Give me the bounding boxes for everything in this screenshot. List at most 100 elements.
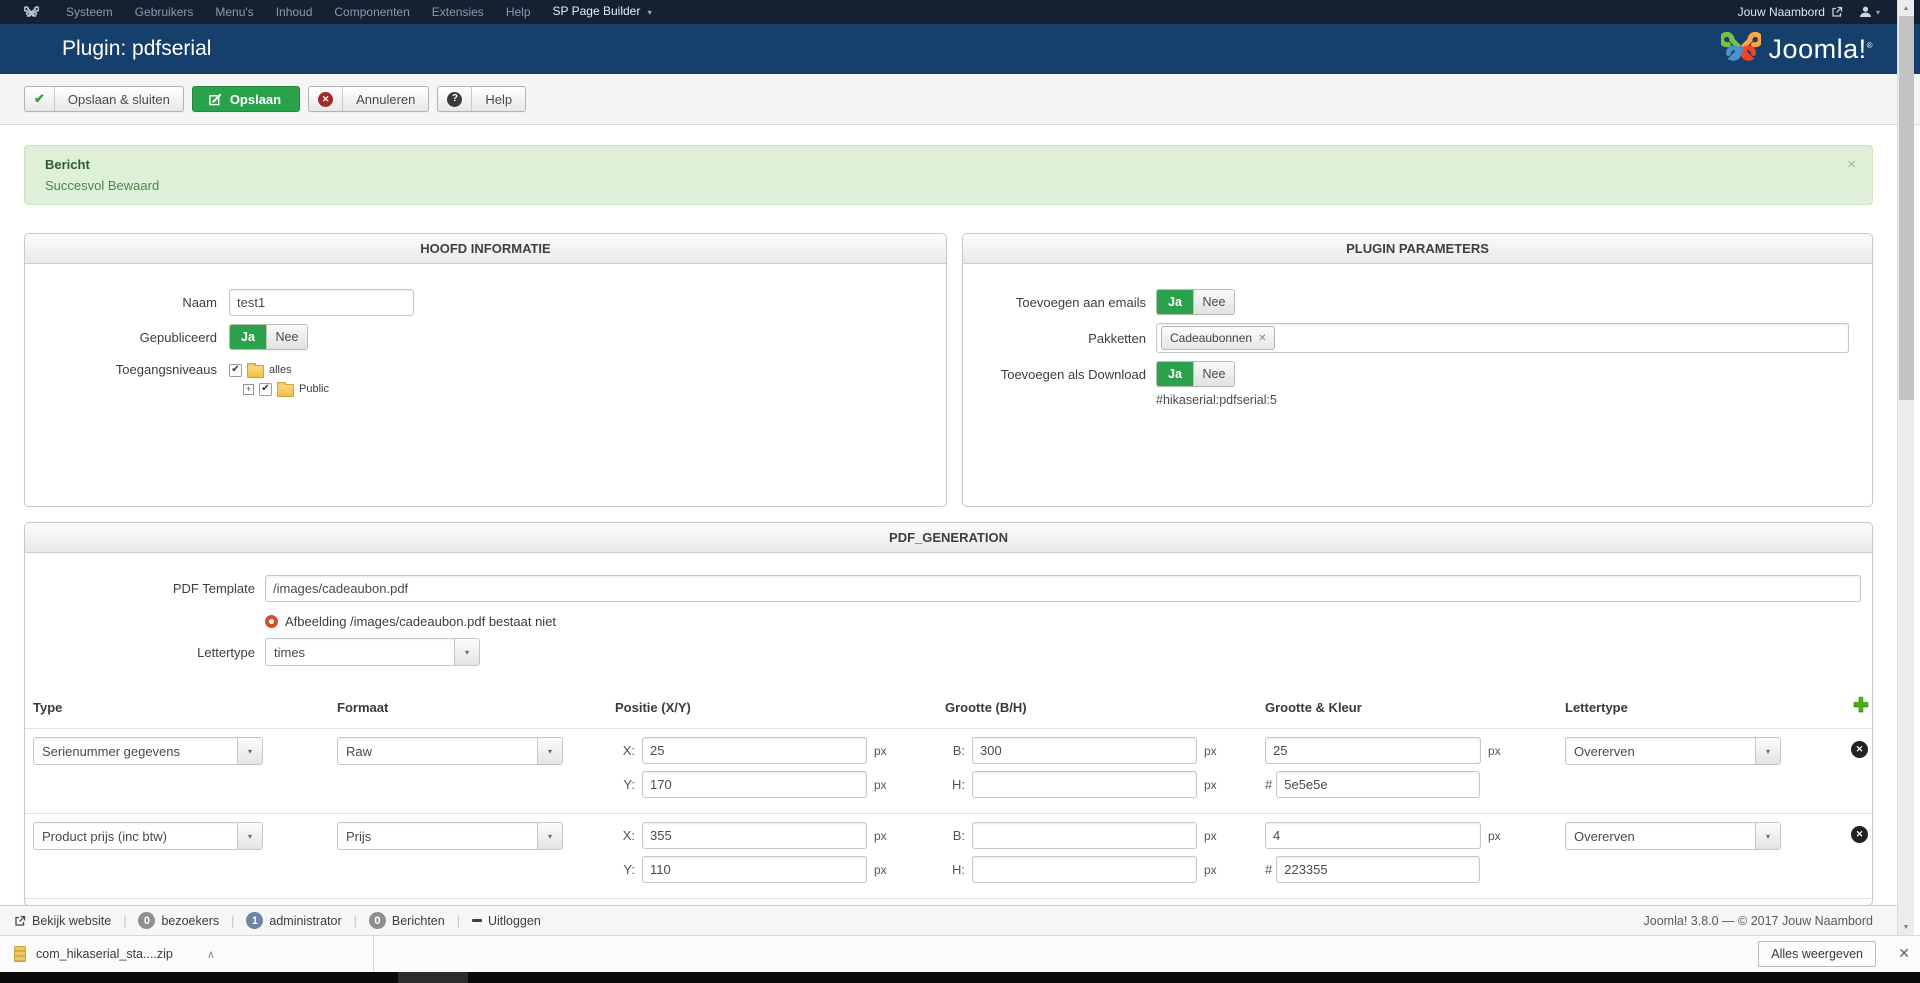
table-row: Serienummer gegevens Raw X: px Y: px (25, 729, 1872, 814)
menu-item-gebruikers[interactable]: Gebruikers (124, 0, 205, 24)
delete-row-icon[interactable]: ✕ (1851, 826, 1868, 843)
pdf-generation-title: PDF_GENERATION (25, 523, 1872, 553)
view-website-link[interactable]: Bekijk website (14, 914, 111, 928)
serial-reference: #hikaserial:pdfserial:5 (1156, 393, 1872, 407)
row1-font-select[interactable]: Overerven (1565, 737, 1781, 765)
show-all-downloads-button[interactable]: Alles weergeven (1758, 941, 1876, 967)
message-body: Succesvol Bewaard (45, 178, 1852, 193)
messages-badge: 0 (369, 912, 386, 929)
row1-width-input[interactable] (972, 737, 1197, 764)
download-shelf: com_hikaserial_sta....zip ∧ Alles weerge… (0, 935, 1920, 972)
remove-tag-icon[interactable]: ✕ (1258, 333, 1266, 344)
close-shelf-icon[interactable]: ✕ (1898, 945, 1910, 962)
menu-item-extensies[interactable]: Extensies (421, 0, 495, 24)
scroll-down-arrow[interactable] (1898, 919, 1914, 935)
folder-icon (247, 365, 264, 378)
menu-item-inhoud[interactable]: Inhoud (265, 0, 324, 24)
name-label: Naam (25, 295, 217, 310)
menu-item-systeem[interactable]: Systeem (55, 0, 124, 24)
row2-font-select[interactable]: Overerven (1565, 822, 1781, 850)
menu-item-help[interactable]: Help (495, 0, 542, 24)
user-icon (1859, 6, 1872, 18)
packages-label: Pakketten (963, 331, 1146, 346)
administrators-status[interactable]: 1 administrator (246, 912, 341, 929)
checkbox-checked-icon[interactable] (259, 383, 272, 396)
table-header-row: Type Formaat Positie (X/Y) Grootte (B/H)… (25, 694, 1872, 729)
row1-color-input[interactable] (1276, 771, 1480, 798)
dropdown-arrow-icon (1755, 823, 1780, 849)
tree-item-alles: alles (229, 362, 329, 378)
download-label: Toevoegen als Download (963, 367, 1146, 382)
scroll-up-arrow[interactable] (1898, 0, 1914, 16)
delete-row-icon[interactable]: ✕ (1851, 741, 1868, 758)
user-menu-button[interactable]: ▾ (1859, 6, 1880, 18)
logout-link[interactable]: Uitloggen (472, 914, 541, 928)
external-link-icon (1831, 6, 1843, 18)
save-button[interactable]: Opslaan (192, 86, 300, 112)
checkbox-checked-icon[interactable] (229, 364, 242, 377)
admin-menu: Systeem Gebruikers Menu's Inhoud Compone… (55, 0, 663, 25)
row1-y-input[interactable] (642, 771, 867, 798)
row1-x-input[interactable] (642, 737, 867, 764)
dropdown-arrow-icon (1755, 738, 1780, 764)
expand-icon[interactable] (243, 384, 254, 395)
menu-item-menus[interactable]: Menu's (204, 0, 264, 24)
packages-input[interactable]: Cadeaubonnen ✕ (1156, 323, 1849, 353)
scrollbar-thumb[interactable] (1899, 16, 1914, 400)
emails-no-button[interactable]: Nee (1193, 290, 1234, 314)
emails-yes-button[interactable]: Ja (1157, 290, 1193, 314)
row1-fontsize-input[interactable] (1265, 737, 1481, 764)
messages-status[interactable]: 0 Berichten (369, 912, 445, 929)
menu-item-sp-page-builder[interactable]: SP Page Builder ▾ (542, 0, 663, 25)
save-close-button[interactable]: ✔ Opslaan & sluiten (24, 86, 184, 112)
chevron-down-icon: ▾ (648, 8, 652, 17)
download-toggle: Ja Nee (1156, 361, 1235, 387)
download-item[interactable]: com_hikaserial_sta....zip ∧ (14, 936, 215, 972)
row2-x-input[interactable] (642, 822, 867, 849)
menu-item-componenten[interactable]: Componenten (323, 0, 420, 24)
row2-fontsize-input[interactable] (1265, 822, 1481, 849)
page-title: Plugin: pdfserial (62, 37, 211, 61)
plugin-params-title: PLUGIN PARAMETERS (963, 234, 1872, 264)
row2-height-input[interactable] (972, 856, 1197, 883)
pdf-template-input[interactable] (265, 575, 1861, 602)
col-size: Grootte (B/H) (945, 700, 1027, 715)
row1-format-select[interactable]: Raw (337, 737, 563, 765)
row2-format-select[interactable]: Prijs (337, 822, 563, 850)
close-icon[interactable]: × (1847, 156, 1856, 173)
name-input[interactable] (229, 289, 414, 316)
published-toggle: Ja Nee (229, 324, 308, 350)
download-yes-button[interactable]: Ja (1157, 362, 1193, 386)
visitors-badge: 0 (138, 912, 155, 929)
add-row-icon[interactable]: ✚ (1853, 696, 1869, 715)
row1-height-input[interactable] (972, 771, 1197, 798)
font-select[interactable]: times (265, 638, 480, 666)
emails-label: Toevoegen aan emails (963, 295, 1146, 310)
view-site-link[interactable]: Jouw Naambord (1738, 5, 1843, 19)
joomla-menu-logo-icon[interactable] (24, 5, 39, 20)
tree-item-public: Public (243, 381, 329, 397)
chevron-down-icon: ▾ (1876, 8, 1880, 17)
row2-y-input[interactable] (642, 856, 867, 883)
package-tag: Cadeaubonnen ✕ (1161, 326, 1275, 350)
published-yes-button[interactable]: Ja (230, 325, 266, 349)
dropdown-arrow-icon (454, 639, 479, 665)
system-message: Bericht Succesvol Bewaard × (24, 145, 1873, 205)
administrators-badge: 1 (246, 912, 263, 929)
download-no-button[interactable]: Nee (1193, 362, 1234, 386)
toolbar: ✔ Opslaan & sluiten Opslaan ✕ Annuleren … (0, 74, 1920, 125)
main-info-panel: HOOFD INFORMATIE Naam Gepubliceerd Ja Ne… (24, 233, 947, 507)
chevron-up-icon[interactable]: ∧ (207, 948, 215, 961)
cancel-button[interactable]: ✕ Annuleren (308, 86, 429, 112)
access-tree: alles Public (229, 362, 329, 400)
row2-width-input[interactable] (972, 822, 1197, 849)
row2-type-select[interactable]: Product prijs (inc btw) (33, 822, 263, 850)
published-no-button[interactable]: Nee (266, 325, 307, 349)
table-row: Product prijs (inc btw) Prijs X: px Y: p… (25, 814, 1872, 899)
warning-icon (265, 615, 278, 628)
row2-color-input[interactable] (1276, 856, 1480, 883)
visitors-status[interactable]: 0 bezoekers (138, 912, 219, 929)
row1-type-select[interactable]: Serienummer gegevens (33, 737, 263, 765)
help-button[interactable]: ? Help (437, 86, 526, 112)
vertical-scrollbar[interactable] (1897, 0, 1914, 935)
